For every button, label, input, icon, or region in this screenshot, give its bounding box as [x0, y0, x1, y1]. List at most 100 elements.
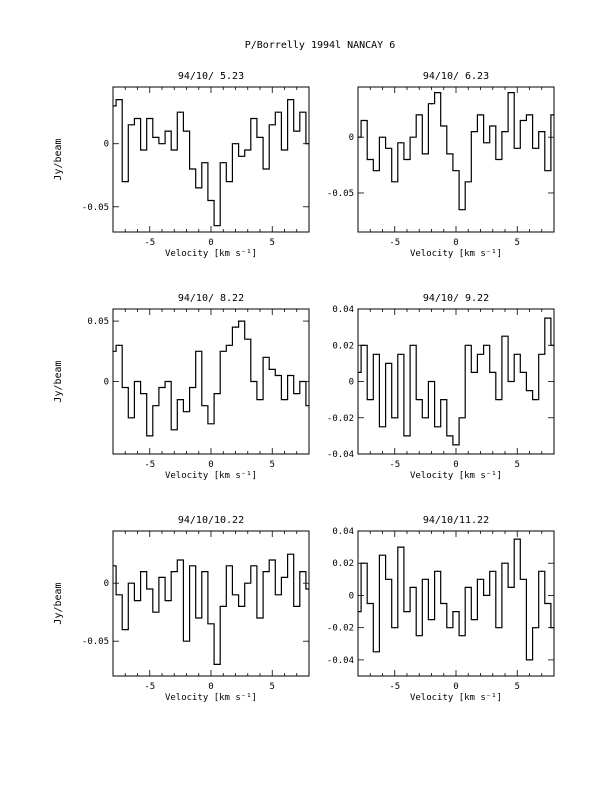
x-tick-label: 5	[270, 238, 275, 248]
data-point	[406, 610, 408, 613]
data-point	[424, 578, 426, 580]
data-point	[143, 392, 145, 395]
data-point	[192, 168, 194, 170]
data-point	[143, 571, 145, 573]
plot-frame	[112, 86, 310, 233]
y-tick-label: 0.04	[332, 527, 354, 537]
spectrum-line	[358, 317, 554, 446]
data-point	[277, 111, 279, 113]
data-point	[302, 111, 304, 113]
data-point	[541, 353, 543, 355]
data-point	[388, 147, 390, 149]
data-point	[473, 619, 475, 621]
data-point	[486, 142, 488, 144]
x-tick-label: 0	[208, 238, 213, 248]
data-point	[479, 353, 482, 355]
y-tick-label: -0.05	[82, 203, 109, 213]
data-point	[430, 103, 433, 105]
data-point	[522, 578, 524, 580]
data-point	[479, 578, 482, 580]
data-point	[547, 317, 549, 319]
y-tick-label: 0.04	[332, 305, 354, 315]
data-point	[265, 168, 267, 170]
data-point	[541, 131, 543, 133]
data-point	[547, 602, 549, 605]
panel-title: 94/10/ 8.22	[178, 293, 244, 304]
data-point	[136, 380, 139, 383]
data-point	[406, 158, 408, 161]
data-point	[247, 149, 249, 151]
data-point	[283, 149, 286, 151]
data-point	[369, 399, 371, 401]
data-point	[283, 399, 286, 401]
data-point	[375, 170, 377, 172]
data-point	[492, 371, 494, 374]
x-tick-label: -5	[144, 238, 155, 248]
data-point	[234, 143, 237, 145]
data-point	[498, 627, 500, 629]
data-point	[173, 429, 175, 431]
data-point	[388, 362, 390, 364]
x-tick-label: 0	[453, 460, 458, 470]
data-point	[302, 380, 304, 383]
data-point	[149, 588, 151, 590]
data-point	[443, 399, 445, 401]
data-point	[161, 576, 163, 579]
y-tick-label: -0.04	[327, 656, 354, 666]
data-point	[167, 380, 169, 383]
data-point	[136, 117, 139, 120]
x-tick-label: -5	[389, 238, 400, 248]
data-point	[290, 99, 292, 101]
data-point	[210, 199, 212, 202]
x-tick-label: -5	[144, 460, 155, 470]
data-point	[516, 147, 518, 149]
data-point	[143, 149, 145, 151]
panel-title: 94/10/10.22	[178, 515, 244, 526]
data-point	[179, 111, 181, 113]
y-tick-label: 0	[104, 579, 109, 589]
data-point	[363, 119, 365, 122]
data-point	[418, 114, 420, 116]
data-point	[124, 386, 126, 389]
data-point	[412, 136, 414, 138]
data-point	[363, 562, 365, 564]
data-point	[192, 386, 194, 389]
panel-title: 94/10/11.22	[423, 515, 489, 526]
y-tick-label: -0.02	[327, 624, 354, 634]
data-point	[290, 374, 292, 377]
data-point	[296, 605, 298, 608]
data-point	[528, 389, 531, 392]
data-point	[461, 209, 463, 211]
y-tick-label: 0	[104, 378, 109, 388]
y-axis-label: Jy/beam	[53, 360, 64, 402]
data-point	[296, 130, 298, 132]
data-point	[363, 344, 365, 346]
y-tick-label: -0.05	[82, 637, 109, 647]
data-point	[443, 125, 445, 127]
data-point	[222, 605, 224, 608]
y-axis-label: Jy/beam	[53, 138, 64, 180]
x-axis-label: Velocity [km s⁻¹]	[165, 471, 257, 481]
x-tick-label: 5	[270, 460, 275, 470]
data-point	[112, 350, 114, 352]
data-point	[522, 371, 524, 374]
data-point	[418, 635, 420, 637]
data-point	[234, 594, 237, 596]
data-point	[179, 559, 181, 561]
data-point	[473, 131, 475, 133]
data-point	[130, 124, 132, 126]
data-point	[394, 627, 396, 629]
data-point	[357, 136, 359, 138]
data-point	[118, 99, 120, 101]
data-point	[112, 565, 114, 567]
spectrum-panel-4: -5 0 5 0.04 0.02 0 -0.02 -0.04 94/10/ 9.22 Veloci…	[327, 293, 555, 481]
data-point	[535, 399, 537, 401]
data-point	[185, 130, 188, 132]
data-point	[130, 417, 132, 419]
data-point	[535, 627, 537, 629]
x-tick-label: 5	[270, 682, 275, 692]
data-point	[553, 344, 555, 346]
data-point	[167, 600, 169, 602]
data-point	[473, 371, 475, 374]
x-axis-label: Velocity [km s⁻¹]	[165, 693, 257, 703]
